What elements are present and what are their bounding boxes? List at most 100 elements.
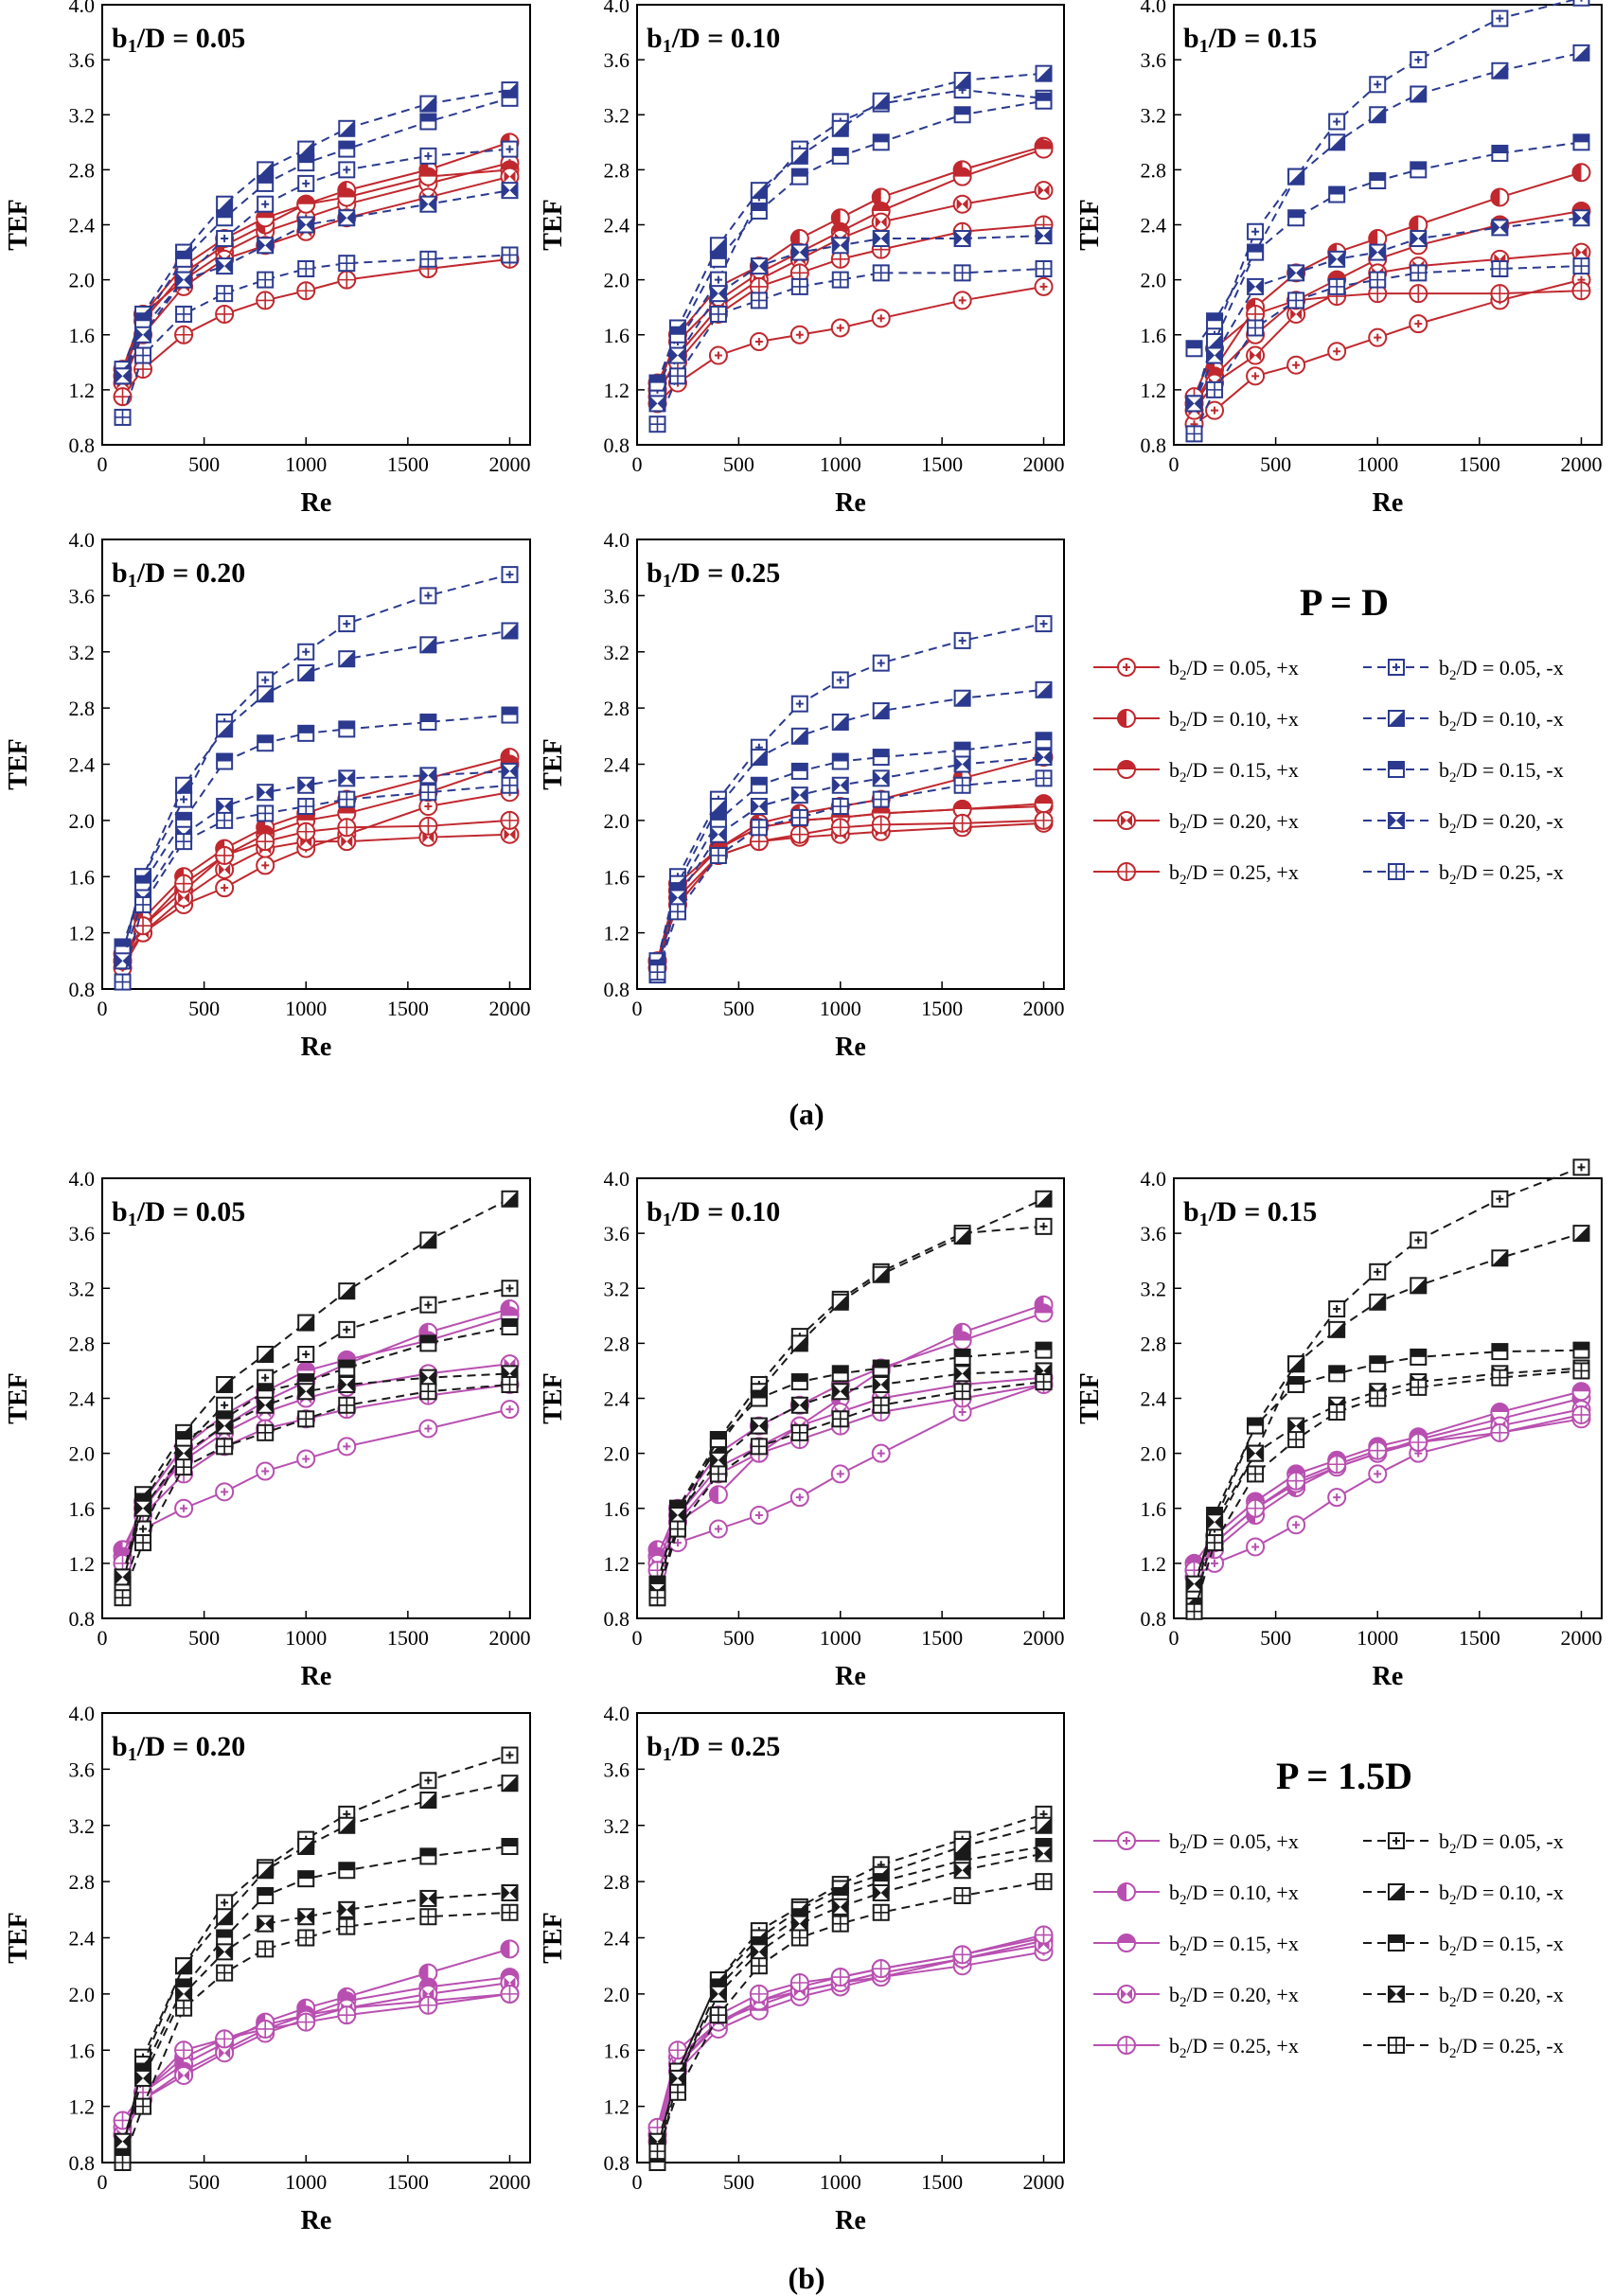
legend-title: P = D: [1300, 581, 1389, 624]
plus-data-point-glyph: [221, 884, 229, 892]
plus-data-point-glyph: [1575, 246, 1587, 258]
y-axis-label: TEF: [539, 1372, 568, 1423]
minus-data-point-glyph: [115, 1569, 131, 1585]
minus-data-point-glyph: [424, 1300, 433, 1309]
legend-entry-label: b2/D = 0.25, -x: [1439, 2034, 1564, 2061]
minus-data-point-glyph: [339, 141, 355, 150]
y-tick-label: 1.6: [604, 1497, 630, 1521]
legend-entry-label: b2/D = 0.10, +x: [1169, 1881, 1299, 1908]
plus-data-point-glyph: [261, 861, 270, 870]
y-tick-label: 4.0: [69, 1167, 96, 1191]
minus-data-point-glyph: [873, 1376, 889, 1392]
x-tick-label: 0: [98, 1626, 108, 1650]
plus-data-point-glyph: [1410, 1434, 1428, 1451]
chart-panel-b-1: 0.8 1.2 1.6 2.0 2.4 2.8 3.2 3.6 4.0 0 500 1000 1500 2…: [4, 1167, 531, 1691]
minus-data-point-glyph: [954, 1349, 970, 1357]
minus-data-point-glyph: [217, 1965, 233, 1981]
minus-data-point-glyph: [1036, 261, 1052, 276]
plus-data-point-glyph: [257, 833, 275, 851]
minus-series-line-3: [656, 1846, 1044, 2164]
minus-data-point-glyph: [257, 1887, 274, 1896]
chart-panel-b-4: 0.8 1.2 1.6 2.0 2.4 2.8 3.2 3.6 4.0 0 500 1000 1500 2…: [4, 1702, 531, 2235]
plus-data-point-glyph: [505, 1405, 514, 1414]
minus-data-point-glyph: [649, 375, 665, 383]
minus-series-line-2: [656, 1197, 1044, 1584]
minus-data-point-glyph: [1248, 1466, 1264, 1482]
minus-data-point-glyph: [502, 1775, 518, 1792]
plus-data-point-glyph: [831, 209, 841, 227]
y-tick-label: 3.2: [69, 1814, 96, 1838]
plus-data-point-glyph: [297, 1362, 315, 1371]
plus-data-point-glyph: [1414, 320, 1423, 328]
plus-data-point-glyph: [338, 188, 356, 198]
minus-data-point-glyph: [751, 1390, 767, 1399]
minus-data-point-glyph: [873, 1874, 889, 1882]
plus-data-point-glyph: [1251, 1543, 1260, 1551]
x-tick-label: 1000: [820, 1626, 861, 1650]
minus-data-point-glyph: [1374, 80, 1382, 89]
y-tick-label: 3.2: [604, 1814, 630, 1838]
plus-data-point-glyph: [1491, 1423, 1509, 1441]
minus-data-point-glyph: [954, 690, 970, 706]
y-tick-label: 0.8: [69, 2151, 96, 2175]
minus-data-point-glyph: [1577, 1163, 1586, 1172]
legend-marker-glyph: [1389, 762, 1404, 769]
panel-title: b1/D = 0.10: [647, 23, 780, 57]
x-tick-label: 500: [723, 2170, 754, 2194]
minus-series-line-4: [121, 1892, 510, 2143]
minus-data-point-glyph: [873, 265, 889, 281]
y-tick-label: 2.4: [69, 753, 96, 777]
legend-marker-glyph: [1118, 1883, 1126, 1900]
plus-data-point-glyph: [1374, 333, 1382, 342]
minus-data-point-glyph: [221, 1401, 229, 1409]
minus-data-point-glyph: [420, 1793, 436, 1809]
plot-frame: [101, 1712, 531, 2164]
minus-data-point-glyph: [710, 251, 726, 259]
y-tick-label: 3.2: [604, 641, 630, 664]
minus-data-point-glyph: [873, 1266, 889, 1282]
minus-data-point-glyph: [176, 1432, 192, 1440]
minus-data-point-glyph: [1288, 1356, 1304, 1372]
minus-data-point-glyph: [502, 247, 518, 263]
legend-entry-label: b2/D = 0.20, -x: [1439, 1983, 1564, 2010]
minus-data-point-glyph: [1036, 93, 1052, 101]
minus-data-point-glyph: [832, 1899, 848, 1915]
minus-data-point-glyph: [339, 1397, 355, 1413]
minus-data-point-glyph: [115, 409, 131, 425]
minus-data-point-glyph: [217, 1411, 233, 1420]
y-tick-label: 3.6: [69, 584, 96, 608]
minus-data-point-glyph: [791, 1374, 807, 1383]
minus-data-point-glyph: [502, 1839, 518, 1847]
x-axis-label: Re: [301, 1033, 332, 1062]
x-tick-label: 0: [632, 1626, 643, 1650]
x-tick-label: 2000: [488, 452, 530, 476]
x-tick-label: 500: [723, 1626, 754, 1650]
y-tick-label: 2.8: [604, 158, 630, 182]
minus-data-point-glyph: [1288, 210, 1304, 219]
x-tick-label: 1000: [820, 997, 861, 1020]
x-tick-label: 1000: [820, 2170, 861, 2194]
minus-data-point-glyph: [217, 196, 233, 212]
x-axis-label: Re: [835, 2206, 866, 2235]
legend-marker-glyph: [1118, 710, 1126, 727]
panel-title: b1/D = 0.25: [647, 1731, 780, 1765]
plus-data-point-glyph: [872, 188, 881, 206]
y-axis-label: TEF: [4, 738, 33, 789]
plus-data-point-glyph: [1491, 188, 1500, 206]
minus-data-point-glyph: [180, 795, 188, 804]
y-tick-label: 1.6: [1141, 324, 1167, 347]
minus-data-point-glyph: [176, 834, 192, 850]
minus-data-point-glyph: [954, 1839, 970, 1855]
minus-data-point-glyph: [832, 1294, 848, 1310]
plus-data-point-glyph: [338, 271, 356, 289]
y-tick-label: 2.8: [69, 697, 96, 720]
plus-data-point-glyph: [790, 825, 808, 843]
minus-data-point-glyph: [217, 210, 233, 219]
legend-entry-label: b2/D = 0.25, +x: [1169, 860, 1299, 888]
minus-data-point-glyph: [710, 799, 726, 815]
y-tick-label: 2.8: [69, 1332, 96, 1355]
minus-data-point-glyph: [217, 1418, 233, 1434]
y-tick-label: 2.0: [1141, 1442, 1167, 1466]
minus-data-point-glyph: [257, 1384, 274, 1392]
y-tick-label: 1.6: [69, 324, 96, 347]
